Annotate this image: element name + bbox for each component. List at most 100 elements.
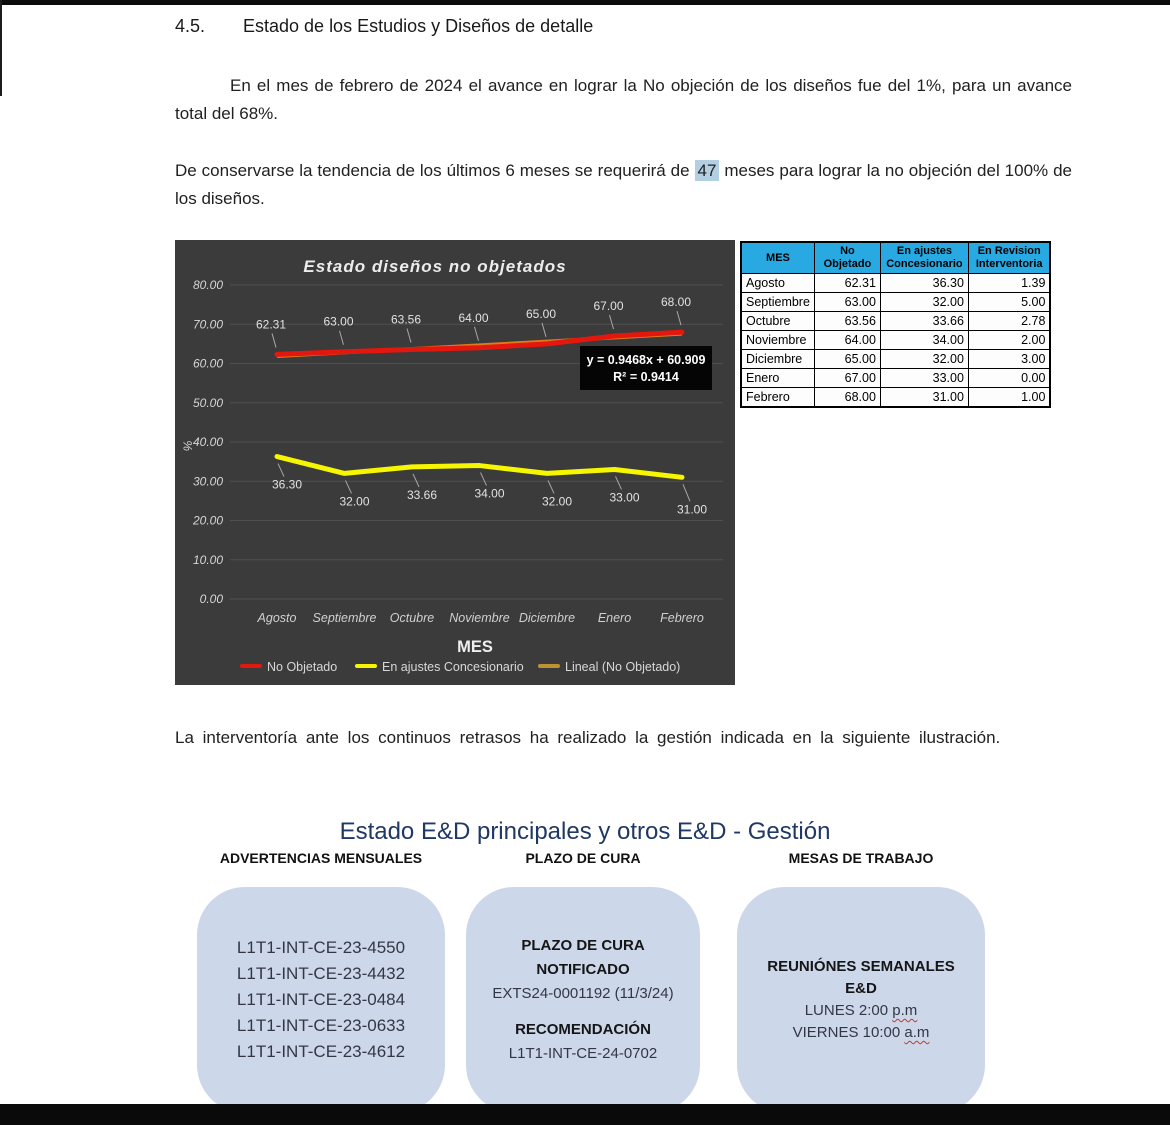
column-header: MES bbox=[740, 241, 815, 275]
label-leader bbox=[541, 322, 547, 338]
x-tick-label: Septiembre bbox=[313, 611, 377, 625]
label-leader bbox=[277, 463, 285, 477]
label-leader bbox=[474, 326, 479, 341]
data-label: 34.00 bbox=[474, 487, 504, 501]
y-tick-label: 30.00 bbox=[193, 474, 223, 488]
y-axis-title: % bbox=[181, 440, 195, 451]
y-tick-label: 20.00 bbox=[192, 514, 223, 528]
data-label: 63.00 bbox=[323, 315, 353, 329]
table-row: Noviembre 64.00 34.00 2.00 bbox=[740, 330, 1051, 351]
trendline-r-squared: R² = 0.9414 bbox=[613, 370, 679, 384]
legend-swatch bbox=[355, 664, 377, 668]
label-leader bbox=[271, 333, 277, 348]
table-row: Diciembre 65.00 32.00 3.00 bbox=[740, 349, 1051, 370]
value-cell: 31.00 bbox=[879, 387, 969, 408]
label-leader bbox=[615, 476, 622, 490]
equation-box bbox=[580, 346, 712, 390]
x-tick-label: Febrero bbox=[660, 611, 704, 625]
data-label: 32.00 bbox=[339, 494, 369, 508]
value-cell: 2.00 bbox=[967, 330, 1051, 351]
legend-label: En ajustes Concesionario bbox=[382, 660, 524, 674]
data-label: 65.00 bbox=[526, 307, 556, 321]
month-cell: Septiembre bbox=[740, 292, 815, 313]
value-cell: 33.66 bbox=[879, 311, 969, 332]
month-cell: Enero bbox=[740, 368, 815, 389]
series-line-0 bbox=[274, 329, 685, 357]
value-cell: 32.00 bbox=[879, 349, 969, 370]
data-label: 68.00 bbox=[661, 295, 691, 309]
month-cell: Noviembre bbox=[740, 330, 815, 351]
data-label: 33.00 bbox=[609, 490, 639, 504]
table-row: Enero 67.00 33.00 0.00 bbox=[740, 368, 1051, 389]
label-leader bbox=[412, 473, 420, 488]
diagram-box-line: L1T1-INT-CE-23-0484 bbox=[236, 990, 406, 1009]
data-label: 33.66 bbox=[407, 488, 437, 502]
value-cell: 0.00 bbox=[967, 368, 1051, 389]
x-tick-label: Noviembre bbox=[449, 611, 509, 625]
value-cell: 65.00 bbox=[813, 349, 881, 370]
value-cell: 2.78 bbox=[967, 311, 1051, 332]
diagram-box-line: L1T1-INT-CE-23-4612 bbox=[236, 1042, 406, 1061]
x-tick-label: Enero bbox=[598, 611, 631, 625]
value-cell: 32.00 bbox=[879, 292, 969, 313]
value-cell: 3.00 bbox=[967, 349, 1051, 370]
table-row: Septiembre 63.00 32.00 5.00 bbox=[740, 292, 1051, 313]
table-row: Febrero 68.00 31.00 1.00 bbox=[740, 387, 1051, 408]
column-header: No Objetado bbox=[813, 241, 881, 275]
x-tick-label: Agosto bbox=[257, 611, 297, 625]
data-table: MES No Objetado En ajustes Concesionario En R… bbox=[740, 241, 1052, 408]
data-label: 62.31 bbox=[256, 317, 286, 331]
diagram-box-line: L1T1-INT-CE-24-0702 bbox=[508, 1045, 658, 1062]
left-edge-line bbox=[0, 0, 2, 96]
x-axis-title: MES bbox=[457, 638, 493, 656]
diagram-box-line: EXTS24-0001192 (11/3/24) bbox=[492, 985, 674, 1002]
legend-swatch bbox=[538, 664, 560, 668]
value-cell: 67.00 bbox=[813, 368, 881, 389]
x-tick-label: Octubre bbox=[390, 611, 435, 625]
diagram-box: L1T1-INT-CE-23-4550 L1T1-INT-CE-23-4432 L1… bbox=[197, 887, 445, 1113]
highlighted-value-47: 47 bbox=[694, 160, 720, 181]
diagram-box-line: L1T1-INT-CE-23-4550 bbox=[236, 938, 406, 957]
data-label: 63.56 bbox=[391, 313, 421, 327]
diagram-box-line: PLAZO DE CURA bbox=[521, 937, 645, 954]
value-cell: 1.00 bbox=[967, 387, 1051, 408]
label-leader bbox=[682, 484, 691, 502]
value-cell: 64.00 bbox=[813, 330, 881, 351]
y-tick-label: 0.00 bbox=[200, 592, 224, 606]
label-leader bbox=[406, 328, 412, 343]
data-label: 36.30 bbox=[272, 478, 302, 492]
series-line-1 bbox=[274, 454, 685, 480]
value-cell: 62.31 bbox=[813, 273, 881, 294]
p2-text-before: De conservarse la tendencia de los últim… bbox=[175, 161, 695, 180]
diagram-box-line: E&D bbox=[845, 980, 877, 997]
y-tick-label: 50.00 bbox=[193, 396, 223, 410]
month-cell: Agosto bbox=[740, 273, 815, 294]
column-header: En ajustes Concesionario bbox=[879, 241, 969, 275]
data-label: 67.00 bbox=[593, 299, 623, 313]
label-leader bbox=[339, 330, 344, 345]
section-number: 4.5. bbox=[175, 16, 206, 36]
diagram-box-line: LUNES 2:00 p.m bbox=[804, 1002, 918, 1019]
value-cell: 33.00 bbox=[879, 368, 969, 389]
month-cell: Octubre bbox=[740, 311, 815, 332]
legend-swatch bbox=[240, 664, 262, 668]
diagram-box-line: L1T1-INT-CE-23-0633 bbox=[236, 1016, 406, 1035]
data-label: 31.00 bbox=[677, 502, 707, 516]
label-leader bbox=[547, 480, 555, 494]
diagram-box-line: RECOMENDACIÓN bbox=[515, 1021, 651, 1038]
diagram-box-line: REUNIÓNES SEMANALES bbox=[767, 958, 955, 975]
data-label: 64.00 bbox=[458, 311, 488, 325]
diagram-column-header: MESAS DE TRABAJO bbox=[788, 850, 934, 866]
value-cell: 36.30 bbox=[879, 273, 969, 294]
diagram-column-header: PLAZO DE CURA bbox=[525, 850, 641, 866]
trendline-equation: y = 0.9468x + 60.909 bbox=[587, 353, 706, 367]
month-cell: Febrero bbox=[740, 387, 815, 408]
bottom-border-bar bbox=[0, 1104, 1170, 1125]
y-tick-label: 40.00 bbox=[193, 435, 223, 449]
line-chart: 0.00 10.00 20.00 30.00 40.00 50.00 60.00 70.00 8… bbox=[175, 240, 735, 685]
value-cell: 5.00 bbox=[967, 292, 1051, 313]
legend-label: No Objetado bbox=[267, 660, 337, 674]
month-cell: Diciembre bbox=[740, 349, 815, 370]
column-header: En Revision Interventoria bbox=[967, 241, 1051, 275]
